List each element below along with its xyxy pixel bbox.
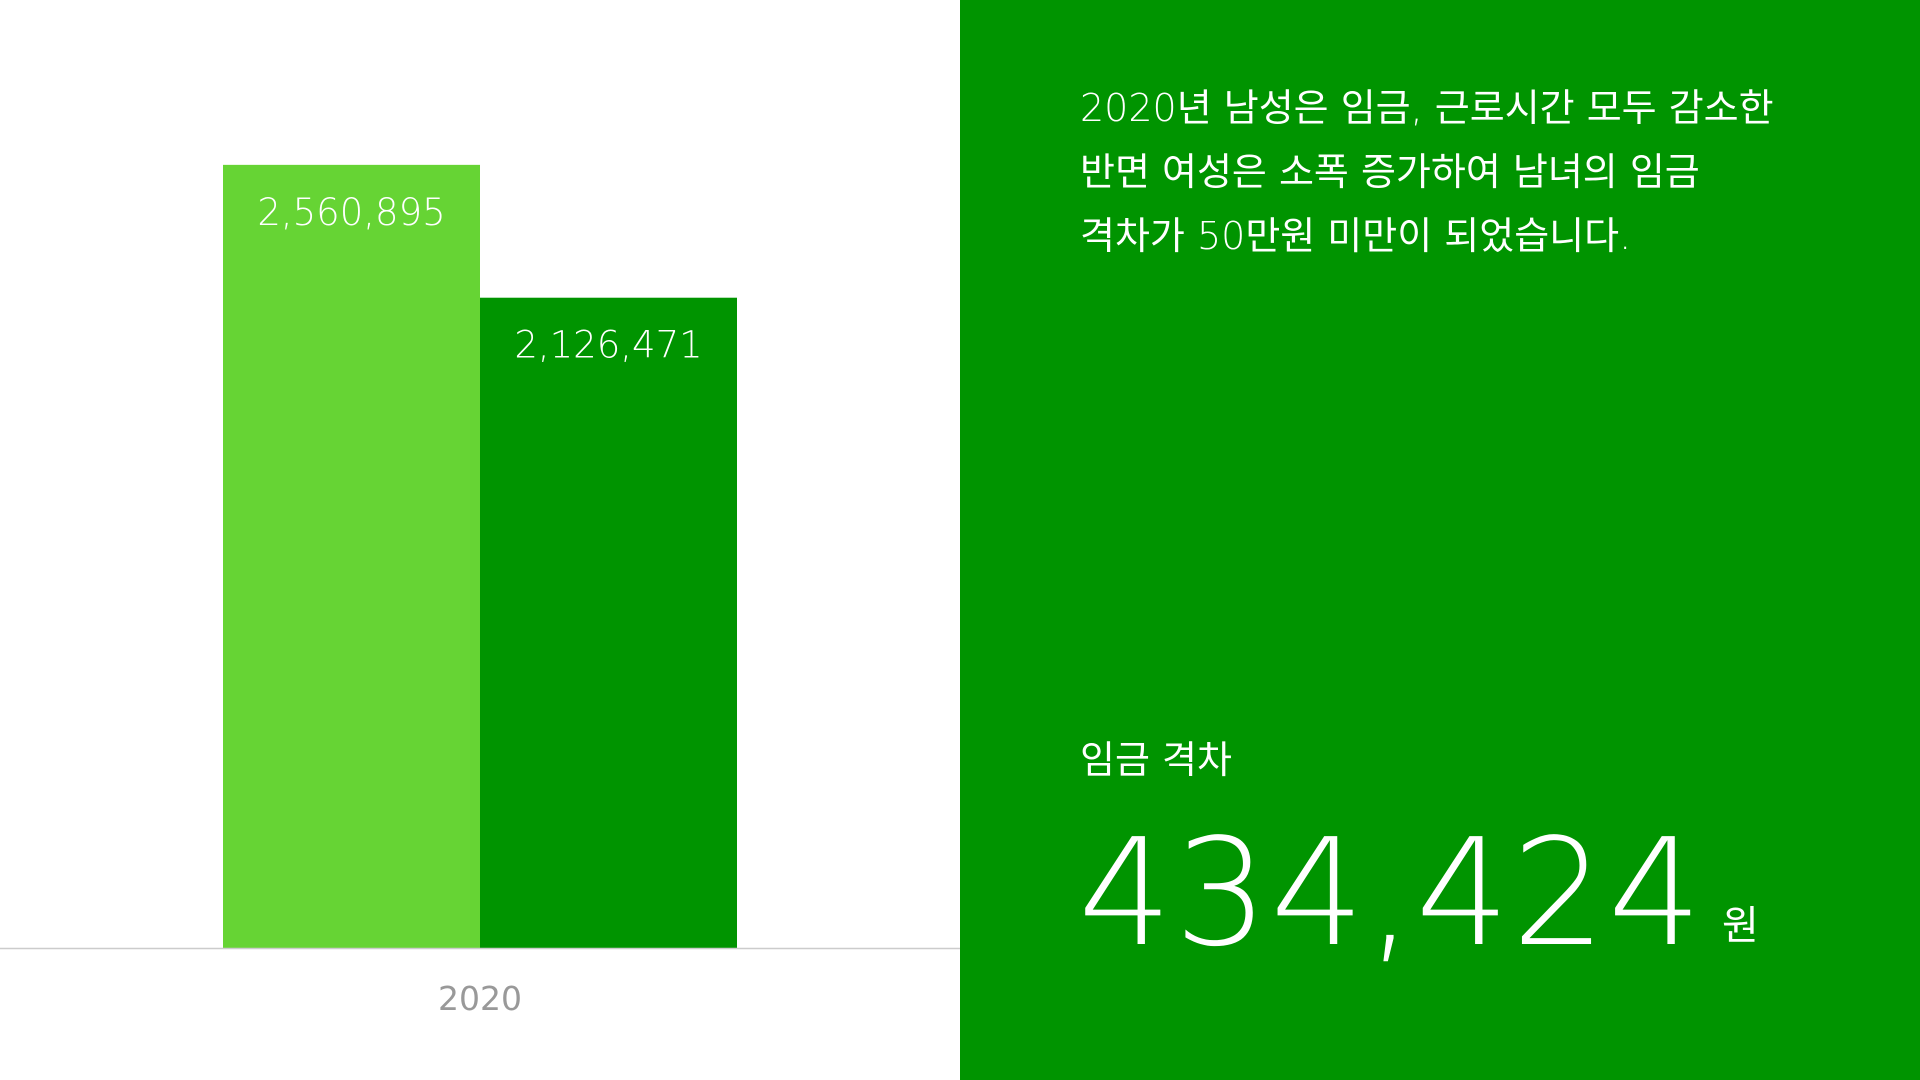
wage-gap-value: 434,424 [1078,807,1705,979]
chart-canvas: 2,560,895 2,126,471 2020 [0,164,960,1018]
wage-gap-label: 임금 격차 [1080,738,1232,782]
bar-value-label: 2,560,895 [257,191,445,234]
bar-chart: 2,560,895 2,126,471 2020 [0,164,960,1018]
summary-panel: 2020년 남성은 임금, 근로시간 모두 감소한 반면 여성은 소폭 증가하여… [960,0,1920,1080]
bar-2020-series-2 [480,297,737,949]
wage-gap-row: 434,424 원 [1078,818,1759,968]
summary-description: 2020년 남성은 임금, 근로시간 모두 감소한 반면 여성은 소폭 증가하여… [1080,86,1774,258]
bar-value-label: 2,126,471 [514,324,702,367]
wage-gap-unit: 원 [1722,903,1759,949]
bar-2020-series-1 [223,164,480,948]
x-tick-label: 2020 [438,979,522,1018]
